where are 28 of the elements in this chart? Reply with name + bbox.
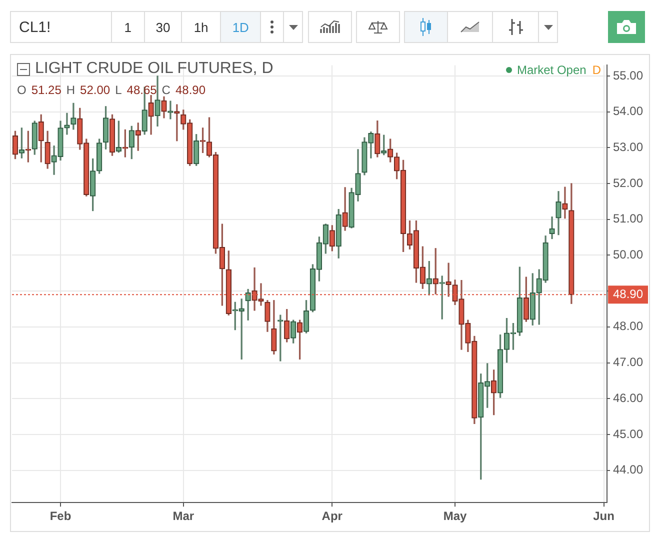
y-tick-label: 48.00 [613, 319, 644, 334]
y-tick-label: 47.00 [613, 355, 644, 370]
x-tick-label: Feb [50, 509, 72, 524]
y-tick-label: 45.00 [613, 426, 644, 441]
text: CL1! [11, 12, 112, 42]
x-tick-label: Jun [593, 509, 614, 524]
text: 1D [220, 12, 262, 42]
y-tick-label: 54.00 [613, 104, 644, 118]
candlestick [549, 216, 555, 240]
candlestick [562, 186, 568, 219]
y-tick-label: 52.00 [613, 176, 644, 190]
annotation: Market Open [516, 63, 586, 77]
y-tick-label: 50.00 [613, 248, 644, 262]
annotation: D [592, 63, 601, 77]
x-tick-label: May [443, 509, 468, 524]
text: 1h [182, 12, 221, 42]
y-tick-label: 46.00 [613, 390, 644, 405]
y-tick-label: 55.00 [613, 68, 644, 82]
ref-line-label: 48.90 [612, 286, 644, 301]
candlestick [64, 112, 70, 135]
y-tick-label: 44.00 [613, 462, 644, 477]
x-tick-label: Apr [322, 509, 343, 524]
x-tick-label: Mar [172, 509, 194, 524]
y-tick-label: 53.00 [613, 140, 644, 154]
y-tick-label: 51.00 [613, 212, 644, 226]
text: 30 [144, 12, 182, 42]
chart-title: LIGHT CRUDE OIL FUTURES, D [35, 60, 274, 78]
text: 1 [112, 12, 145, 42]
